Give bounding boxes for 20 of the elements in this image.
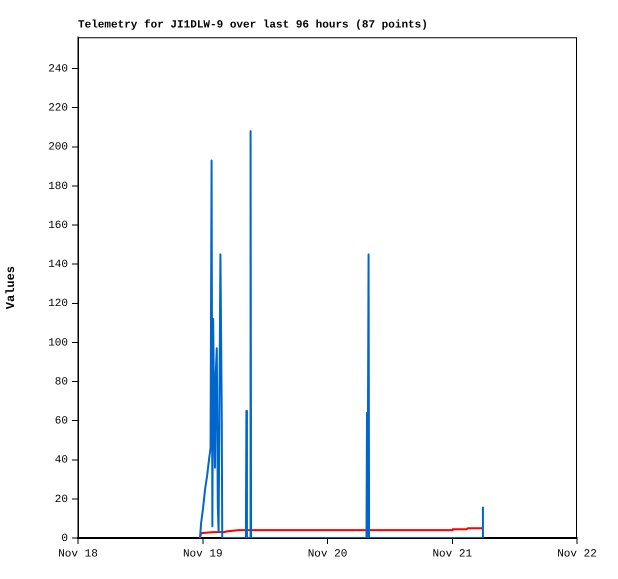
y-tick-label: 40 — [54, 454, 68, 467]
x-tick-label: Nov 22 — [557, 548, 597, 561]
y-tick-label: 120 — [48, 298, 68, 310]
y-tick-label: 20 — [54, 494, 68, 506]
y-tick-label: 0 — [61, 532, 68, 545]
x-tick-label: Nov 20 — [308, 548, 348, 561]
y-tick-label: 100 — [48, 337, 68, 350]
y-tick-label: 220 — [48, 102, 68, 115]
y-tick-label: 160 — [48, 220, 68, 232]
y-tick-label: 200 — [48, 142, 68, 154]
y-tick-label: 180 — [48, 180, 68, 193]
y-tick-label: 80 — [54, 376, 68, 388]
x-tick-label: Nov 21 — [432, 548, 472, 561]
y-axis-title: Values — [4, 266, 18, 310]
y-tick-label: 140 — [48, 259, 68, 272]
chart-title: Telemetry for JI1DLW-9 over last 96 hours (87 points) — [78, 18, 428, 32]
y-tick-label: 240 — [48, 63, 68, 76]
x-tick-label: Nov 19 — [182, 548, 223, 561]
x-tick-label: Nov 18 — [58, 548, 98, 561]
y-tick-label: 60 — [54, 416, 68, 428]
